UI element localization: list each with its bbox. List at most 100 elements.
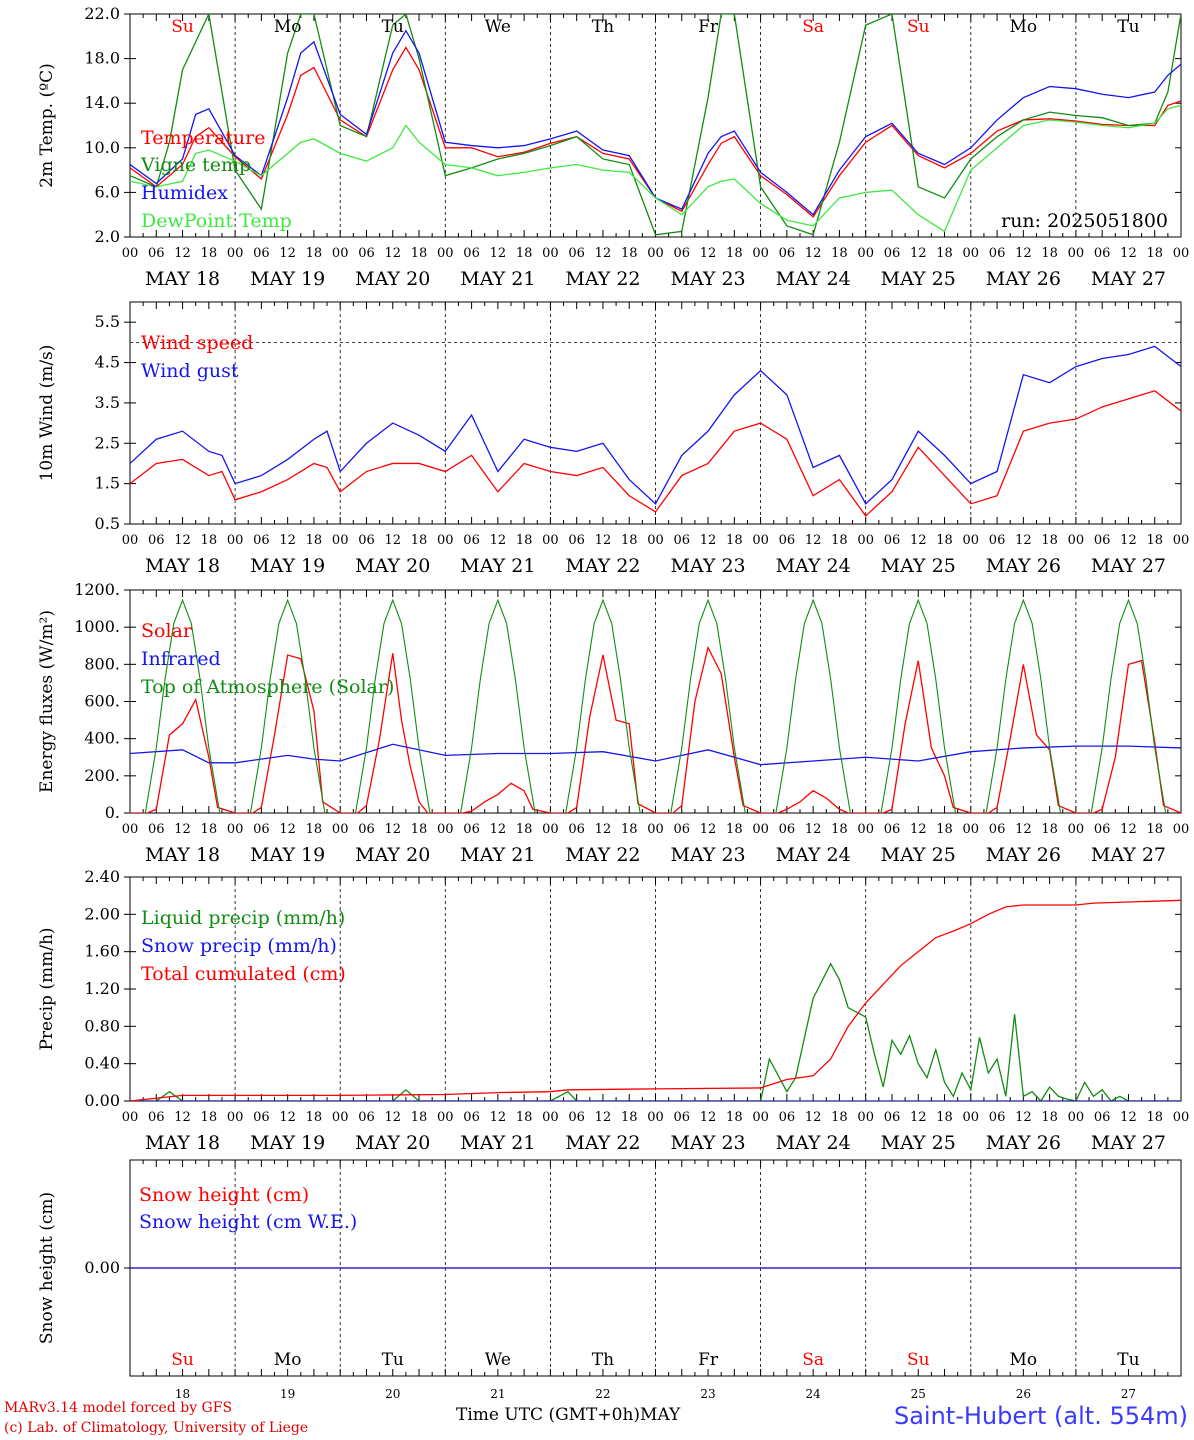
day-number-label: 20 [385,1387,400,1401]
hour-tick-label: 06 [884,246,901,261]
date-label: MAY 20 [355,844,430,866]
hour-tick-label: 06 [989,822,1006,837]
hour-tick-label: 12 [1120,246,1137,261]
date-label: MAY 24 [776,268,851,290]
time-label: Time UTC (GMT+0h) [456,1405,641,1425]
hour-tick-label: 06 [358,1110,375,1125]
hour-tick-label: 12 [174,822,191,837]
date-label: MAY 20 [355,268,430,290]
date-label: MAY 24 [776,555,851,577]
date-label: MAY 25 [881,268,956,290]
series-wind-gust [130,345,1181,505]
hour-tick-label: 00 [332,533,349,548]
day-number-label: 21 [490,1387,505,1401]
hour-tick-label: 00 [1173,1110,1190,1125]
date-label: MAY 18 [145,555,220,577]
hour-tick-label: 12 [174,533,191,548]
hour-tick-label: 18 [306,1110,323,1125]
hour-tick-label: 06 [568,822,585,837]
hour-tick-label: 00 [857,246,874,261]
hour-tick-label: 18 [936,246,953,261]
hour-tick-label: 06 [1094,822,1111,837]
hour-tick-label: 00 [752,1110,769,1125]
hour-tick-label: 18 [1041,246,1058,261]
hour-tick-label: 00 [1068,822,1085,837]
hour-tick-label: 18 [831,822,848,837]
date-label: MAY 23 [670,1132,745,1154]
month-label: MAY [640,1405,681,1425]
y-tick-label: 400. [84,729,120,748]
hour-tick-label: 00 [542,246,559,261]
hour-tick-label: 00 [857,1110,874,1125]
hour-tick-label: 18 [621,822,638,837]
hour-tick-label: 00 [1173,246,1190,261]
hour-tick-label: 00 [752,822,769,837]
hour-tick-label: 12 [595,246,612,261]
series-wind-speed [130,390,1181,517]
hour-tick-label: 18 [411,1110,428,1125]
hour-tick-label: 06 [1094,246,1111,261]
legend-snow-precip-mm-h-: Snow precip (mm/h) [141,935,337,957]
legend-dewpoint-temp: DewPoint Temp [141,210,292,232]
weekday-label: Su [171,17,194,37]
hour-tick-label: 06 [568,1110,585,1125]
hour-tick-label: 18 [306,246,323,261]
panel-4: 0.00 0.40 0.80 1.20 1.60 2.00 2.40 Precip (mm/h… [37,867,1190,1154]
series-top-of-atmosphere-solar- [670,598,746,813]
hour-tick-label: 06 [358,246,375,261]
station-name: Saint-Hubert (alt. 554m) [893,1402,1188,1430]
hour-tick-label: 06 [253,246,270,261]
day-number-label: 27 [1121,1387,1136,1401]
hour-tick-label: 12 [700,822,717,837]
day-number-label: 22 [595,1387,610,1401]
hour-tick-label: 06 [989,1110,1006,1125]
hour-tick-label: 18 [621,246,638,261]
hour-tick-label: 18 [621,1110,638,1125]
series-top-of-atmosphere-solar- [880,598,957,813]
panel-frame [129,589,1182,814]
hour-tick-label: 12 [910,533,927,548]
y-tick-label: 600. [84,692,120,711]
day-number-label: 25 [911,1387,926,1401]
weekday-label: Tu [382,17,404,37]
run-annotation: run: 2025051800 [1001,210,1168,232]
hour-tick-label: 00 [1068,533,1085,548]
hour-tick-label: 12 [805,1110,822,1125]
y-tick-label: 0.5 [95,514,120,533]
y-tick-label: 1200. [74,580,120,599]
hour-tick-label: 00 [122,246,139,261]
date-label: MAY 26 [986,268,1061,290]
hour-tick-label: 00 [227,1110,244,1125]
y-tick-label: 2.5 [95,433,120,452]
hour-tick-label: 12 [910,1110,927,1125]
hour-tick-label: 00 [332,1110,349,1125]
hour-tick-label: 00 [752,246,769,261]
hour-tick-label: 12 [384,533,401,548]
date-label: MAY 23 [670,555,745,577]
hour-tick-label: 00 [857,822,874,837]
date-label: MAY 20 [355,1132,430,1154]
hour-tick-label: 12 [490,1110,507,1125]
hour-tick-label: 18 [936,533,953,548]
y-tick-label: 6.0 [95,182,120,201]
series-humidex [130,29,1181,216]
hour-tick-label: 00 [437,822,454,837]
hour-tick-label: 18 [726,533,743,548]
series-top-of-atmosphere-solar- [775,598,851,813]
hour-tick-label: 12 [174,246,191,261]
hour-tick-label: 18 [831,1110,848,1125]
y-tick-label: 2.40 [84,867,120,886]
date-label: MAY 22 [565,268,640,290]
hour-tick-label: 12 [279,822,296,837]
hour-tick-label: 18 [936,1110,953,1125]
date-label: MAY 23 [670,268,745,290]
hour-tick-label: 12 [174,1110,191,1125]
weekday-label: Su [907,17,930,37]
hour-tick-label: 06 [253,533,270,548]
hour-tick-label: 00 [647,246,664,261]
legend-total-cumulated-cm-: Total cumulated (cm) [141,963,346,985]
date-label: MAY 26 [986,555,1061,577]
y-axis-label: 2m Temp. (ºC) [37,63,57,188]
hour-tick-label: 18 [1041,1110,1058,1125]
date-label: MAY 27 [1091,555,1166,577]
